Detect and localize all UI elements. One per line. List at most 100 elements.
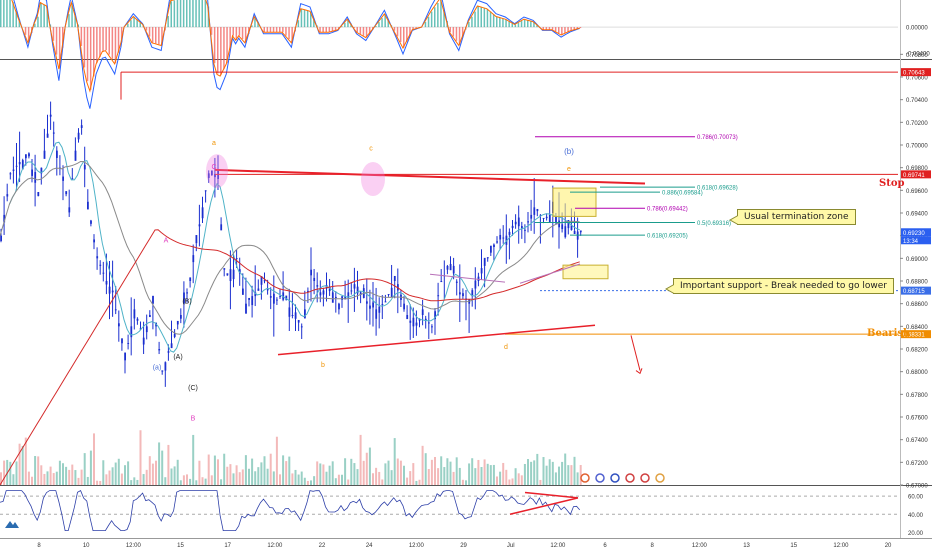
rsi-trendline [524, 491, 579, 499]
macd-histogram-bar [452, 27, 455, 37]
price-candle-body [459, 292, 461, 295]
support-callout: Important support - Break needed to go l… [665, 278, 894, 294]
price-candle-body [279, 296, 281, 298]
macd-histogram-bar [0, 0, 2, 28]
macd-histogram-bar [62, 27, 64, 48]
volume-bar [508, 479, 511, 485]
support-zone-box [562, 264, 609, 280]
x-axis-label: Jul [507, 543, 515, 549]
volume-bar [130, 480, 133, 485]
highlight-ellipse [361, 162, 385, 196]
macd-histogram-bar [511, 22, 513, 28]
fib-level-label: 0.618(0.69205) [647, 234, 688, 240]
macd-histogram-bar [263, 27, 265, 33]
volume-bar [80, 469, 83, 485]
volume-bar [34, 456, 37, 485]
volume-bar [68, 469, 71, 485]
price-candle-body [232, 269, 235, 280]
volume-bar [43, 473, 46, 485]
macd-histogram-bar [288, 27, 290, 40]
calendar-event-icon [580, 473, 590, 483]
macd-histogram-bar [74, 13, 76, 28]
wave-label: e [567, 166, 571, 173]
volume-bar [179, 480, 182, 485]
volume-bar [241, 469, 244, 485]
y-axis-label: 0.69600 [906, 189, 928, 195]
volume-bar [189, 478, 192, 485]
x-axis-label: 12:00 [409, 543, 425, 549]
x-axis-label: 6 [603, 543, 607, 549]
volume-bar [465, 480, 467, 485]
price-candle-body [15, 165, 18, 167]
x-axis-label: 13 [743, 543, 750, 549]
macd-histogram-bar [530, 21, 532, 28]
macd-histogram-bar [158, 27, 160, 45]
macd-histogram-bar [384, 14, 386, 28]
price-candle-body [359, 292, 362, 295]
volume-bar [520, 475, 523, 485]
wave-label: a [212, 140, 216, 147]
y-axis-label: 0.70200 [906, 121, 928, 127]
volume-bar [390, 470, 393, 485]
price-candle-body [102, 272, 105, 274]
volume-bar [372, 473, 374, 485]
price-candle-body [499, 234, 502, 240]
volume-bar [548, 459, 551, 485]
price-candle-body [198, 224, 201, 227]
price-candle-body [111, 290, 114, 293]
volume-bar [124, 465, 126, 485]
price-candle-body [276, 299, 278, 301]
macd-histogram-bar [34, 23, 36, 28]
macd-histogram-bar [105, 27, 107, 51]
wave-label: (A) [173, 354, 182, 361]
volume-bar [523, 463, 526, 485]
price-candle-body [161, 370, 164, 372]
volume-bar [244, 455, 247, 485]
volume-bar [362, 460, 365, 485]
macd-histogram-bar [458, 27, 461, 46]
volume-bar [192, 434, 195, 485]
macd-histogram-bar [170, 1, 172, 28]
macd-histogram-bar [313, 18, 315, 28]
macd-histogram-bar [99, 27, 101, 58]
macd-histogram-bar [269, 27, 272, 33]
macd-histogram-bar [440, 0, 442, 28]
volume-bar [443, 467, 446, 485]
price-candle-body [288, 307, 291, 317]
volume-bar [434, 456, 436, 485]
price-tag-label: 0.68331 [903, 333, 925, 339]
macd-line [13, 0, 580, 109]
price-candle-body [226, 273, 229, 276]
price-candle-body [189, 277, 192, 281]
volume-bar [58, 460, 61, 485]
bearish-label: Bearish [867, 328, 911, 339]
macd-histogram-bar [111, 27, 114, 59]
price-candle-body [139, 328, 142, 330]
macd-histogram-bar [266, 27, 269, 33]
price-tag-label: 0.69741 [903, 173, 925, 179]
macd-histogram-bar [96, 27, 98, 64]
wave-d-line [429, 273, 506, 283]
volume-bar [269, 453, 272, 485]
x-axis-label: 12:00 [550, 543, 566, 549]
price-candle-body [313, 277, 316, 281]
volume-bar [285, 461, 288, 485]
volume-bar [117, 458, 120, 485]
volume-bar [331, 461, 334, 485]
volume-bar [3, 460, 6, 485]
macd-histogram-bar [356, 27, 358, 33]
wave-label: (b) [564, 147, 574, 156]
volume-bar [483, 459, 486, 485]
macd-histogram-bar [508, 21, 510, 28]
volume-bar [310, 480, 312, 485]
volume-bar [421, 445, 424, 485]
volume-bar [409, 471, 412, 485]
price-candle-body [328, 286, 331, 292]
price-candle-body [397, 284, 399, 291]
macd-histogram-bar [151, 27, 154, 43]
tradingview-logo-icon[interactable] [5, 519, 19, 529]
macd-histogram-bar [9, 0, 11, 28]
volume-bar [96, 480, 99, 485]
macd-histogram-bar [437, 3, 439, 28]
volume-bar [71, 464, 74, 485]
